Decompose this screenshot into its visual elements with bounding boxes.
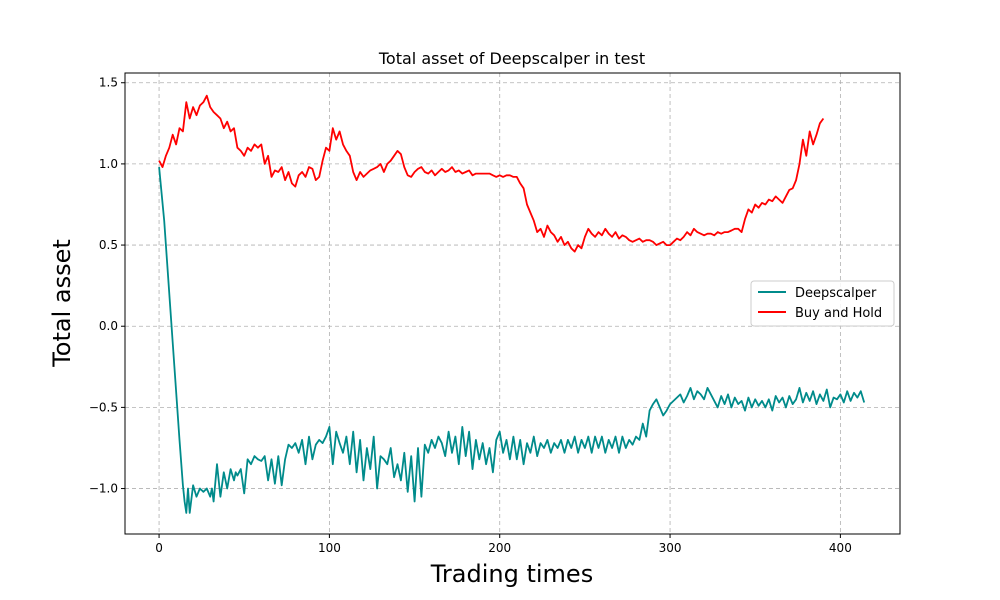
- x-tick-label: 300: [659, 541, 682, 555]
- legend-label-buy-and-hold: Buy and Hold: [795, 306, 882, 321]
- grid: [125, 73, 900, 534]
- y-tick-label: 1.0: [99, 157, 118, 171]
- ticks: 0 100 200 300 400 −1.0 −0.5 0.0 0.5 1.0 1.5: [89, 76, 852, 555]
- chart-title: Total asset of Deepscalper in test: [378, 49, 645, 68]
- y-tick-label: 0.0: [99, 319, 118, 333]
- y-tick-label: −1.0: [89, 482, 118, 496]
- legend: Deepscalper Buy and Hold: [750, 280, 895, 327]
- y-axis-label: Total asset: [48, 239, 76, 368]
- series-line-buy-and-hold: [158, 94, 825, 253]
- y-tick-label: 1.5: [99, 76, 118, 90]
- legend-box: [750, 280, 895, 327]
- x-tick-label: 100: [318, 541, 341, 555]
- x-axis-label: Trading times: [430, 560, 593, 588]
- plot-frame: [124, 72, 901, 535]
- x-tick-label: 400: [829, 541, 852, 555]
- legend-label-deepscalper: Deepscalper: [795, 286, 877, 301]
- y-tick-label: −0.5: [89, 400, 118, 414]
- x-tick-label: 200: [488, 541, 511, 555]
- x-tick-label: 0: [155, 541, 163, 555]
- series-layer: [158, 94, 866, 514]
- y-tick-label: 0.5: [99, 238, 118, 252]
- series-line-deepscalper: [158, 167, 866, 514]
